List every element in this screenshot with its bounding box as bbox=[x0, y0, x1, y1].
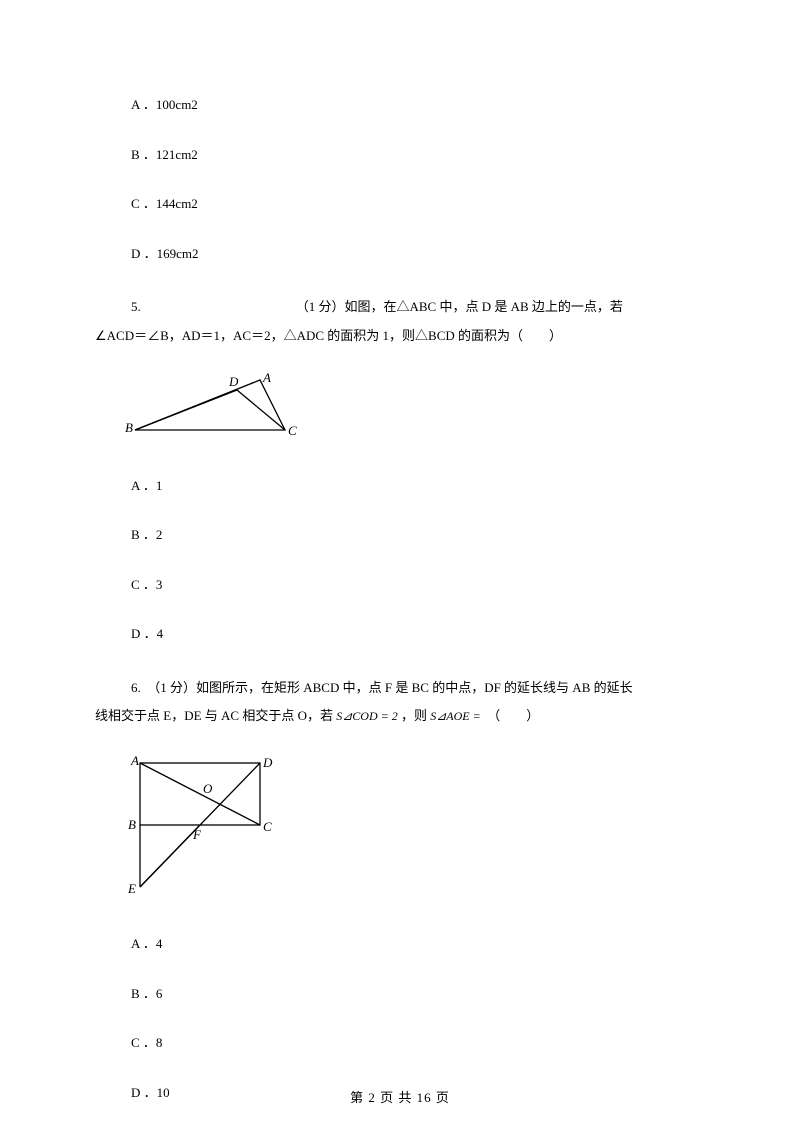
q6-option-c: C ．8 bbox=[95, 1033, 705, 1053]
q-prev-option-d: D ．169cm2 bbox=[95, 244, 705, 264]
q5-number: 5. bbox=[131, 299, 141, 314]
q-prev-option-a: A ．100cm2 bbox=[95, 95, 705, 115]
q5-text: 5. （1 分）如图，在△ABC 中，点 D 是 AB 边上的一点，若 ∠ACD＝… bbox=[95, 293, 705, 350]
q6-option-a: A ．4 bbox=[95, 934, 705, 954]
q6-formula1: S⊿COD = 2 bbox=[336, 703, 398, 729]
q6-formula2: S⊿AOE = bbox=[430, 703, 480, 729]
q6-line1: 6. （1 分）如图所示，在矩形 ABCD 中，点 F 是 BC 的中点，DF … bbox=[131, 680, 633, 695]
q5-option-c: C ．3 bbox=[95, 575, 705, 595]
q6-label-a: A bbox=[130, 753, 139, 768]
q6-mid: ，则 bbox=[398, 708, 431, 723]
q5-label-a: A bbox=[262, 372, 271, 385]
q-prev-option-c: C ．144cm2 bbox=[95, 194, 705, 214]
q6-line2a: 线相交于点 E，DE 与 AC 相交于点 O，若 bbox=[95, 708, 336, 723]
q-prev-option-b: B ．121cm2 bbox=[95, 145, 705, 165]
q6-end: （ ） bbox=[481, 708, 540, 723]
page-footer: 第 2 页 共 16 页 bbox=[0, 1087, 800, 1106]
q5-line1: （1 分）如图，在△ABC 中，点 D 是 AB 边上的一点，若 bbox=[296, 299, 623, 314]
q5-figure: A B C D bbox=[125, 372, 705, 450]
q5-option-d: D ．4 bbox=[95, 624, 705, 644]
q5-label-d: D bbox=[228, 374, 239, 389]
q5-option-a: A ．1 bbox=[95, 476, 705, 496]
q6-label-d: D bbox=[262, 755, 273, 770]
q5-label-b: B bbox=[125, 420, 133, 435]
q5-option-b: B ．2 bbox=[95, 525, 705, 545]
q6-text: 6. （1 分）如图所示，在矩形 ABCD 中，点 F 是 BC 的中点，DF … bbox=[95, 674, 705, 731]
q6-label-e: E bbox=[127, 881, 136, 896]
q6-label-c: C bbox=[263, 819, 272, 834]
q6-label-b: B bbox=[128, 817, 136, 832]
q5-label-c: C bbox=[288, 423, 297, 438]
q6-option-b: B ．6 bbox=[95, 984, 705, 1004]
q6-label-o: O bbox=[203, 781, 213, 796]
page-content: A ．100cm2 B ．121cm2 C ．144cm2 D ．169cm2 … bbox=[0, 0, 800, 1102]
q6-label-f: F bbox=[192, 827, 202, 842]
q6-figure: A D B C F E O bbox=[125, 753, 705, 909]
q5-line2: ∠ACD＝∠B，AD＝1，AC＝2，△ADC 的面积为 1，则△BCD 的面积为… bbox=[95, 328, 562, 343]
